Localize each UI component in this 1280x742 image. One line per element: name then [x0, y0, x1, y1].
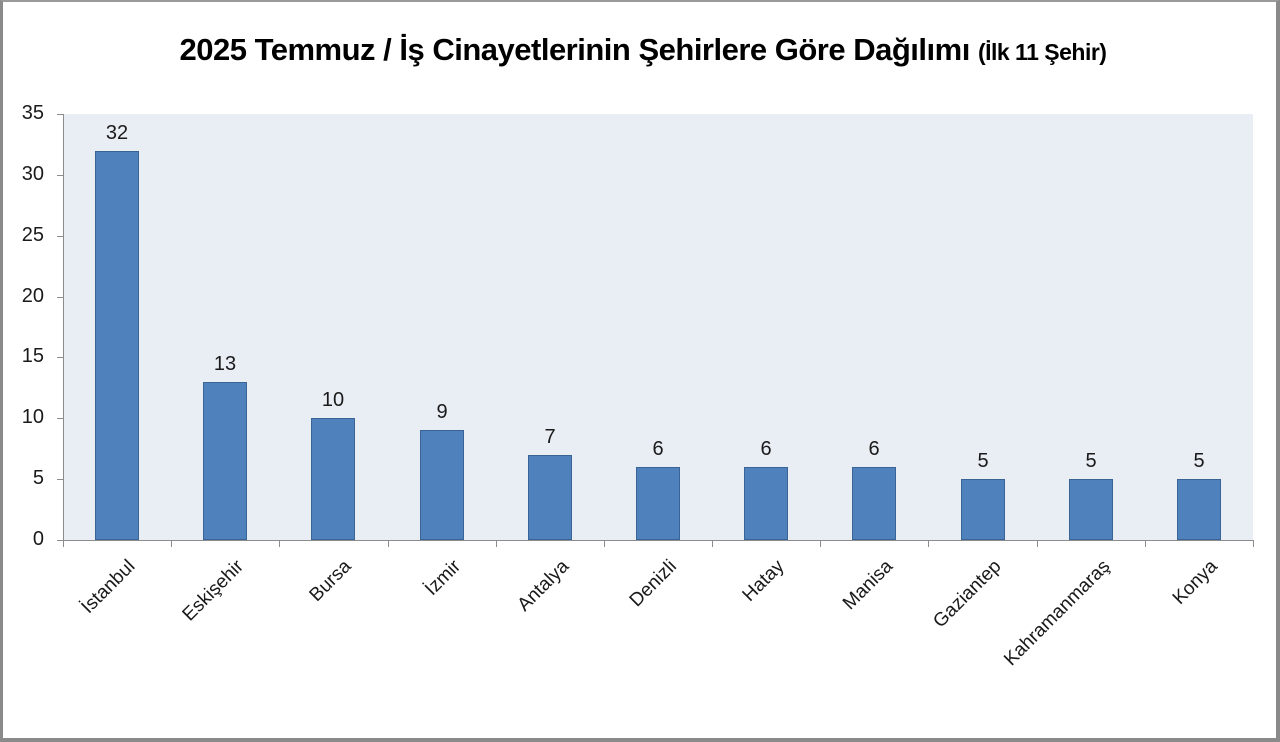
y-tick [57, 418, 63, 419]
bar-eskişehir [203, 382, 247, 540]
bar-value-label: 10 [321, 389, 345, 411]
bar-manisa [852, 467, 896, 540]
y-tick-label: 25 [21, 224, 44, 246]
chart-title: 2025 Temmuz / İş Cinayetlerinin Şehirler… [3, 32, 1280, 68]
chart-subtitle: (İlk 11 Şehir) [977, 39, 1107, 65]
bar-denizli [636, 467, 680, 540]
y-tick [57, 297, 63, 298]
bar-value-label: 5 [977, 450, 989, 472]
bar-value-label: 6 [760, 438, 772, 460]
x-tick [928, 541, 929, 547]
x-tick [496, 541, 497, 547]
y-tick-label: 5 [32, 467, 44, 489]
bar-konya [1177, 479, 1221, 540]
x-tick [1145, 541, 1146, 547]
bar-value-label: 6 [652, 438, 664, 460]
bar-antalya [528, 455, 572, 540]
bar-value-label: 5 [1193, 450, 1205, 472]
bar-kahramanmaraş [1069, 479, 1113, 540]
y-axis [63, 114, 64, 541]
x-axis [63, 540, 1254, 541]
y-tick-label: 35 [21, 102, 44, 124]
bar-i̇stanbul [95, 151, 139, 540]
y-tick [57, 540, 63, 541]
x-tick [63, 541, 64, 547]
y-tick [57, 236, 63, 237]
x-tick [171, 541, 172, 547]
bar-value-label: 7 [544, 426, 556, 448]
y-tick-label: 20 [21, 285, 44, 307]
bar-value-label: 9 [436, 401, 448, 423]
y-tick-label: 30 [21, 163, 44, 185]
x-tick [388, 541, 389, 547]
y-tick-label: 15 [21, 345, 44, 367]
x-tick [820, 541, 821, 547]
bar-i̇zmir [420, 430, 464, 540]
x-tick [712, 541, 713, 547]
bar-gaziantep [961, 479, 1005, 540]
y-tick-label: 10 [21, 406, 44, 428]
y-tick [57, 175, 63, 176]
x-tick [1037, 541, 1038, 547]
y-tick [57, 479, 63, 480]
x-tick [279, 541, 280, 547]
bar-value-label: 32 [105, 122, 129, 144]
x-tick [604, 541, 605, 547]
bar-value-label: 5 [1085, 450, 1097, 472]
bar-value-label: 6 [868, 438, 880, 460]
x-tick [1253, 541, 1254, 547]
chart-title-main: 2025 Temmuz / İş Cinayetlerinin Şehirler… [179, 32, 971, 67]
y-tick-label: 0 [32, 528, 44, 550]
bar-hatay [744, 467, 788, 540]
bar-value-label: 13 [213, 353, 237, 375]
bar-bursa [311, 418, 355, 540]
y-tick [57, 357, 63, 358]
y-tick [57, 114, 63, 115]
